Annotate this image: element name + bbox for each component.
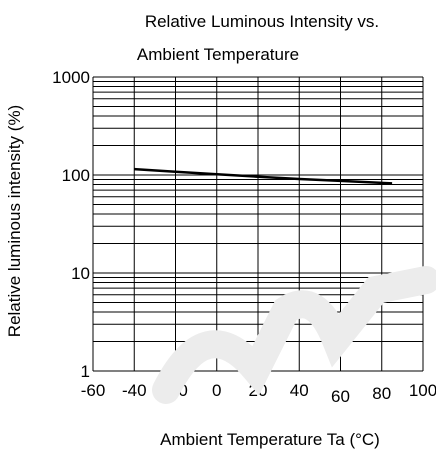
x-tick-label: -20 [163, 381, 188, 400]
y-tick-label: 1 [81, 362, 90, 381]
x-tick-labels: -60 -40 -20 0 20 40 60 80 100 [81, 381, 436, 406]
y-tick-label: 10 [71, 264, 90, 283]
x-axis-label: Ambient Temperature Ta (°C) [160, 430, 380, 449]
y-tick-labels: 1 10 100 1000 [52, 68, 90, 381]
y-tick-label: 1000 [52, 68, 90, 87]
plot-grid [92, 76, 424, 372]
x-tick-label: 20 [249, 381, 268, 400]
y-tick-label: 100 [62, 166, 90, 185]
x-tick-label: 40 [290, 381, 309, 400]
y-axis-label: Relative luminous intensity (%) [5, 105, 24, 337]
data-series [134, 167, 393, 185]
x-tick-label: -60 [81, 381, 106, 400]
chart-title-line-1: Relative Luminous Intensity vs. [145, 12, 379, 31]
series-line [134, 167, 393, 185]
chart-title-line-2: Ambient Temperature [137, 45, 299, 64]
x-tick-label: 100 [409, 381, 436, 400]
x-tick-label: -40 [122, 381, 147, 400]
x-tick-label: 80 [372, 384, 391, 403]
x-tick-label: 0 [212, 381, 221, 400]
x-tick-label: 60 [331, 387, 350, 406]
